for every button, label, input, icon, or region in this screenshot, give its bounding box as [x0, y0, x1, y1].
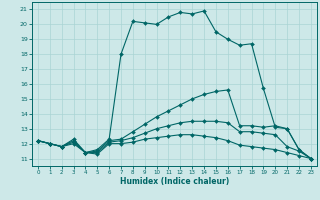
X-axis label: Humidex (Indice chaleur): Humidex (Indice chaleur) — [120, 177, 229, 186]
